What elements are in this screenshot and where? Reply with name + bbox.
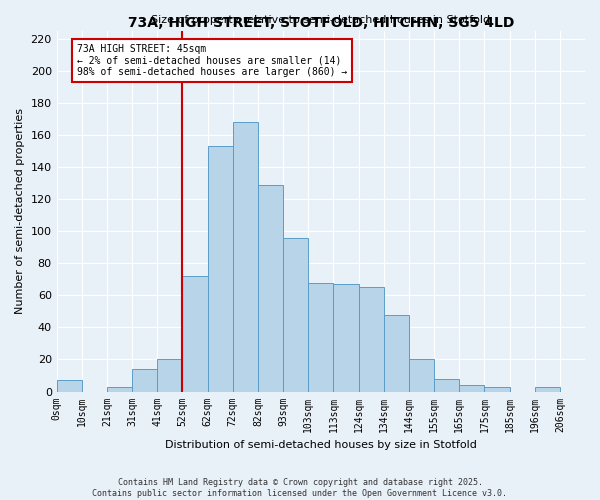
Bar — [233, 122, 258, 392]
Title: 73A, HIGH STREET, STOTFOLD, HITCHIN, SG5 4LD: 73A, HIGH STREET, STOTFOLD, HITCHIN, SG5… — [128, 16, 514, 30]
Text: 73A HIGH STREET: 45sqm
← 2% of semi-detached houses are smaller (14)
98% of semi: 73A HIGH STREET: 45sqm ← 2% of semi-deta… — [77, 44, 347, 77]
Bar — [308, 282, 334, 392]
Y-axis label: Number of semi-detached properties: Number of semi-detached properties — [15, 108, 25, 314]
Bar — [359, 288, 384, 392]
Bar — [157, 360, 182, 392]
Bar — [258, 184, 283, 392]
Bar — [459, 385, 484, 392]
Bar — [132, 369, 157, 392]
Bar — [208, 146, 233, 392]
Bar — [107, 386, 132, 392]
Bar — [384, 314, 409, 392]
Bar — [334, 284, 359, 392]
Bar — [283, 238, 308, 392]
Bar — [484, 386, 509, 392]
X-axis label: Distribution of semi-detached houses by size in Stotfold: Distribution of semi-detached houses by … — [165, 440, 477, 450]
Bar — [409, 360, 434, 392]
Bar — [56, 380, 82, 392]
Bar — [434, 378, 459, 392]
Text: Contains HM Land Registry data © Crown copyright and database right 2025.
Contai: Contains HM Land Registry data © Crown c… — [92, 478, 508, 498]
Bar — [535, 386, 560, 392]
Text: Size of property relative to semi-detached houses in Stotfold: Size of property relative to semi-detach… — [151, 16, 490, 26]
Bar — [182, 276, 208, 392]
